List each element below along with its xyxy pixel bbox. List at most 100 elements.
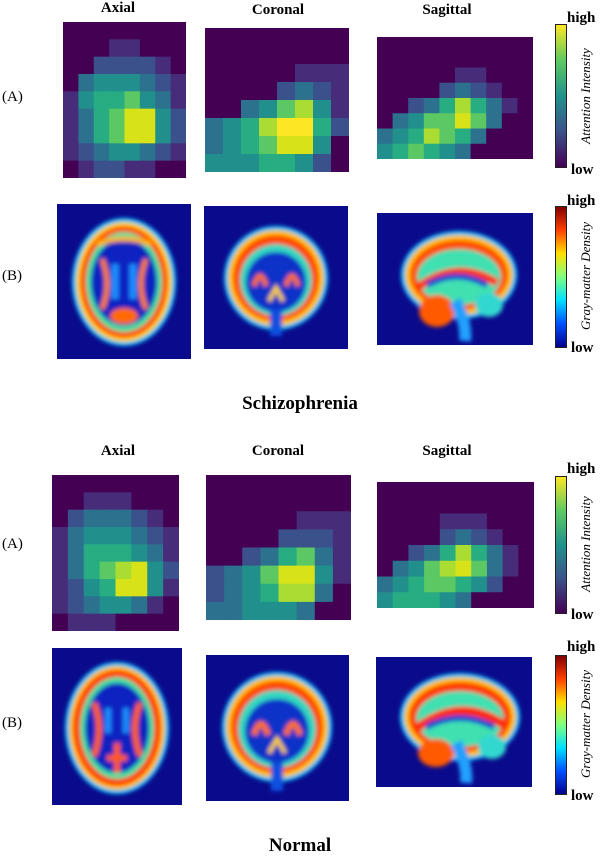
heatmap-cell: [124, 160, 141, 178]
heatmap-cell: [501, 143, 518, 159]
heatmap-cell: [392, 576, 409, 593]
heatmap-cell: [295, 46, 314, 65]
heatmap-cell: [52, 561, 69, 580]
heatmap-cell: [470, 82, 487, 99]
heatmap-cell: [332, 511, 351, 530]
heatmap-cell: [163, 613, 179, 631]
heatmap-cell: [78, 91, 95, 110]
heatmap-cell: [408, 560, 425, 578]
heatmap-cell: [408, 143, 425, 159]
heatmap-cell: [517, 98, 533, 114]
heatmap-cell: [131, 544, 148, 563]
heatmap-cell: [517, 113, 533, 130]
heatmap-cell: [517, 37, 533, 53]
heatmap-cell: [278, 511, 298, 530]
heatmap-cell: [67, 475, 85, 493]
heatmap-cell: [332, 583, 351, 603]
heatmap-cell: [502, 529, 519, 546]
heatmap-cell: [518, 576, 534, 593]
heatmap-cell: [93, 56, 110, 75]
heatmap-cell: [83, 544, 101, 563]
heatmap-cell: [439, 545, 457, 562]
heatmap-cell: [155, 108, 172, 127]
heatmap-cell: [93, 91, 110, 110]
heatmap-cell: [109, 91, 126, 110]
heatmap-cell: [241, 28, 260, 47]
attention-map-axial-normal: [52, 475, 179, 631]
heatmap-cell: [78, 74, 95, 92]
heatmap-cell: [455, 82, 472, 99]
heatmap-cell: [486, 52, 503, 69]
heatmap-cell: [455, 482, 472, 499]
heatmap-cell: [93, 39, 110, 58]
heatmap-cell: [115, 579, 132, 597]
heatmap-cell: [295, 28, 314, 47]
heatmap-cell: [331, 64, 349, 83]
heatmap-cell: [224, 565, 243, 585]
heatmap-cell: [486, 497, 504, 515]
heatmap-cell: [224, 601, 243, 620]
heatmap-cell: [259, 136, 278, 155]
heatmap-cell: [314, 583, 334, 603]
heatmap-cell: [147, 492, 164, 511]
heatmap-cell: [259, 82, 278, 101]
heatmap-cell: [439, 576, 457, 593]
heatmap-cell: [501, 98, 518, 114]
heatmap-cell: [439, 82, 456, 99]
heatmap-cell: [124, 126, 141, 144]
heatmap-cell: [67, 596, 85, 615]
heatmap-cell: [52, 579, 69, 597]
heatmap-cell: [139, 22, 156, 40]
heatmap-cell: [52, 509, 69, 528]
heatmap-cell: [242, 529, 261, 549]
heatmap-cell: [163, 492, 179, 511]
heatmap-cell: [392, 98, 409, 114]
heatmap-cell: [260, 529, 280, 549]
heatmap-cell: [241, 136, 260, 155]
heatmap-cell: [99, 561, 117, 580]
heatmap-cell: [52, 527, 69, 545]
heatmap-cell: [170, 143, 186, 162]
heatmap-cell: [486, 592, 504, 608]
heatmap-cell: [224, 511, 243, 530]
heatmap-cell: [278, 475, 298, 494]
attention-map-sagittal-schizophrenia: [377, 37, 533, 159]
mri-axial-normal: [52, 648, 182, 805]
heatmap-cell: [517, 52, 533, 69]
heatmap-cell: [408, 113, 425, 130]
heatmap-cell: [109, 143, 126, 162]
heatmap-cell: [155, 143, 172, 162]
heatmap-cell: [455, 545, 472, 562]
heatmap-cell: [439, 52, 456, 69]
heatmap-cell: [377, 545, 394, 562]
heatmap-cell: [502, 592, 519, 608]
heatmap-cell: [392, 592, 409, 608]
heatmap-cell: [93, 143, 110, 162]
heatmap-cell: [486, 37, 503, 53]
heatmap-cell: [277, 82, 296, 101]
heatmap-cell: [408, 37, 425, 53]
heatmap-cell: [392, 82, 409, 99]
attention-map-coronal-schizophrenia: [205, 28, 349, 172]
heatmap-cell: [424, 513, 441, 530]
heatmap-cell: [67, 561, 85, 580]
heatmap-cell: [392, 52, 409, 69]
attention-map-coronal-normal: [206, 475, 351, 620]
heatmap-cell: [241, 118, 260, 137]
heatmap-cell: [392, 143, 409, 159]
heatmap-cell: [206, 583, 225, 603]
heatmap-cell: [439, 592, 457, 608]
heatmap-cell: [377, 497, 394, 515]
heatmap-cell: [314, 601, 334, 620]
column-header-sagittal: Sagittal: [422, 2, 472, 18]
heatmap-cell: [296, 475, 316, 494]
heatmap-cell: [115, 561, 132, 580]
heatmap-cell: [502, 560, 519, 578]
heatmap-cell: [170, 22, 186, 40]
heatmap-cell: [408, 98, 425, 114]
heatmap-cell: [224, 529, 243, 549]
heatmap-cell: [314, 493, 334, 512]
heatmap-cell: [139, 91, 156, 110]
heatmap-cell: [424, 529, 441, 546]
heatmap-cell: [124, 39, 141, 58]
